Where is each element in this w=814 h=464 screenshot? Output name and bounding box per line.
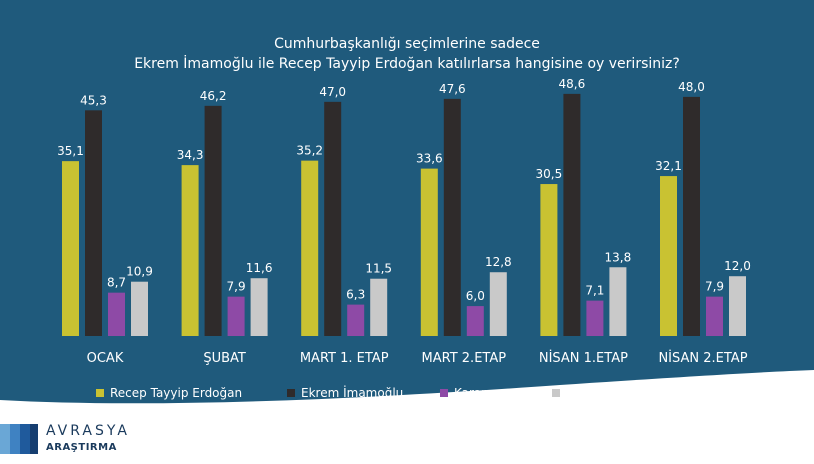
data-label: 35,1 — [57, 144, 84, 158]
data-label: 7,9 — [705, 280, 724, 294]
brand-name: AVRASYA — [46, 423, 130, 439]
bar — [250, 278, 268, 336]
brand-stripe — [0, 424, 10, 454]
data-label: 12,0 — [724, 259, 751, 273]
legend-swatch — [96, 389, 104, 397]
category-label: NİSAN 2.ETAP — [658, 350, 747, 366]
bar — [181, 165, 199, 336]
category-label: ŞUBAT — [203, 351, 246, 366]
legend: Recep Tayyip Erdoğan Ekrem İmamoğlu Karars… — [96, 385, 698, 400]
chart-background — [0, 0, 814, 412]
data-label: 11,5 — [365, 262, 392, 276]
category-label: NİSAN 1.ETAP — [539, 350, 628, 366]
brand-logo-stripes — [0, 424, 40, 454]
data-label: 8,7 — [107, 276, 126, 290]
data-label: 35,2 — [296, 144, 323, 158]
legend-label: Ekrem İmamoğlu — [301, 385, 403, 400]
data-label: 33,6 — [416, 152, 443, 166]
bar — [347, 304, 365, 336]
data-label: 7,1 — [585, 284, 604, 298]
bar — [324, 101, 342, 336]
data-label: 48,0 — [678, 80, 705, 94]
bar — [683, 96, 700, 336]
legend-label: Kararsızım — [454, 386, 517, 400]
data-label: 13,8 — [605, 250, 632, 264]
data-label: 10,9 — [126, 265, 153, 279]
data-label: 32,1 — [655, 159, 682, 173]
bar — [586, 300, 604, 336]
data-label: 46,2 — [200, 89, 227, 103]
legend-swatch — [552, 389, 560, 397]
category-label: MART 1. ETAP — [300, 351, 389, 366]
bar — [706, 296, 723, 336]
data-label: 47,6 — [439, 82, 466, 96]
bar — [301, 160, 319, 336]
data-label: 48,6 — [559, 77, 586, 91]
data-label: 6,3 — [346, 288, 365, 302]
data-label: 11,6 — [246, 261, 273, 275]
bar — [204, 105, 222, 336]
chart-subtitle: Ekrem İmamoğlu ile Recep Tayyip Erdoğan … — [134, 54, 680, 72]
bar — [108, 292, 125, 336]
brand-stripe — [30, 424, 38, 454]
data-label: 30,5 — [536, 167, 563, 181]
data-label: 34,3 — [177, 148, 204, 162]
chart-title: Cumhurbaşkanlığı seçimlerine sadece — [274, 36, 540, 52]
bar — [540, 184, 558, 336]
data-label: 7,9 — [227, 280, 246, 294]
bars-group: 35,145,38,710,9OCAK34,346,27,911,6ŞUBAT3… — [57, 77, 751, 366]
data-label: 12,8 — [485, 255, 512, 269]
data-label: 47,0 — [319, 85, 346, 99]
legend-swatch — [287, 389, 295, 397]
footer-wave-shape — [0, 370, 814, 464]
data-label: 45,3 — [80, 93, 107, 107]
footer-wave — [0, 370, 814, 464]
bar — [466, 306, 484, 336]
bar — [227, 296, 245, 336]
brand-stripe — [20, 424, 30, 454]
category-label: MART 2.ETAP — [422, 351, 507, 366]
bar — [443, 98, 461, 337]
category-label: OCAK — [87, 351, 124, 366]
bar — [370, 278, 388, 336]
legend-swatch — [440, 389, 448, 397]
bar — [609, 267, 627, 336]
bar — [729, 276, 746, 336]
bar — [489, 272, 507, 336]
bar — [420, 168, 438, 336]
bar — [62, 161, 79, 336]
bar — [131, 281, 148, 336]
bar — [660, 176, 677, 336]
legend-label: Recep Tayyip Erdoğan — [110, 386, 242, 400]
legend-label: İkisine de Oy Vermem — [566, 385, 698, 400]
brand-subtitle: ARAŞTIRMA — [46, 442, 117, 453]
bar — [563, 93, 581, 336]
data-label: 6,0 — [466, 289, 485, 303]
bar — [85, 110, 102, 336]
brand-stripe — [10, 424, 20, 454]
